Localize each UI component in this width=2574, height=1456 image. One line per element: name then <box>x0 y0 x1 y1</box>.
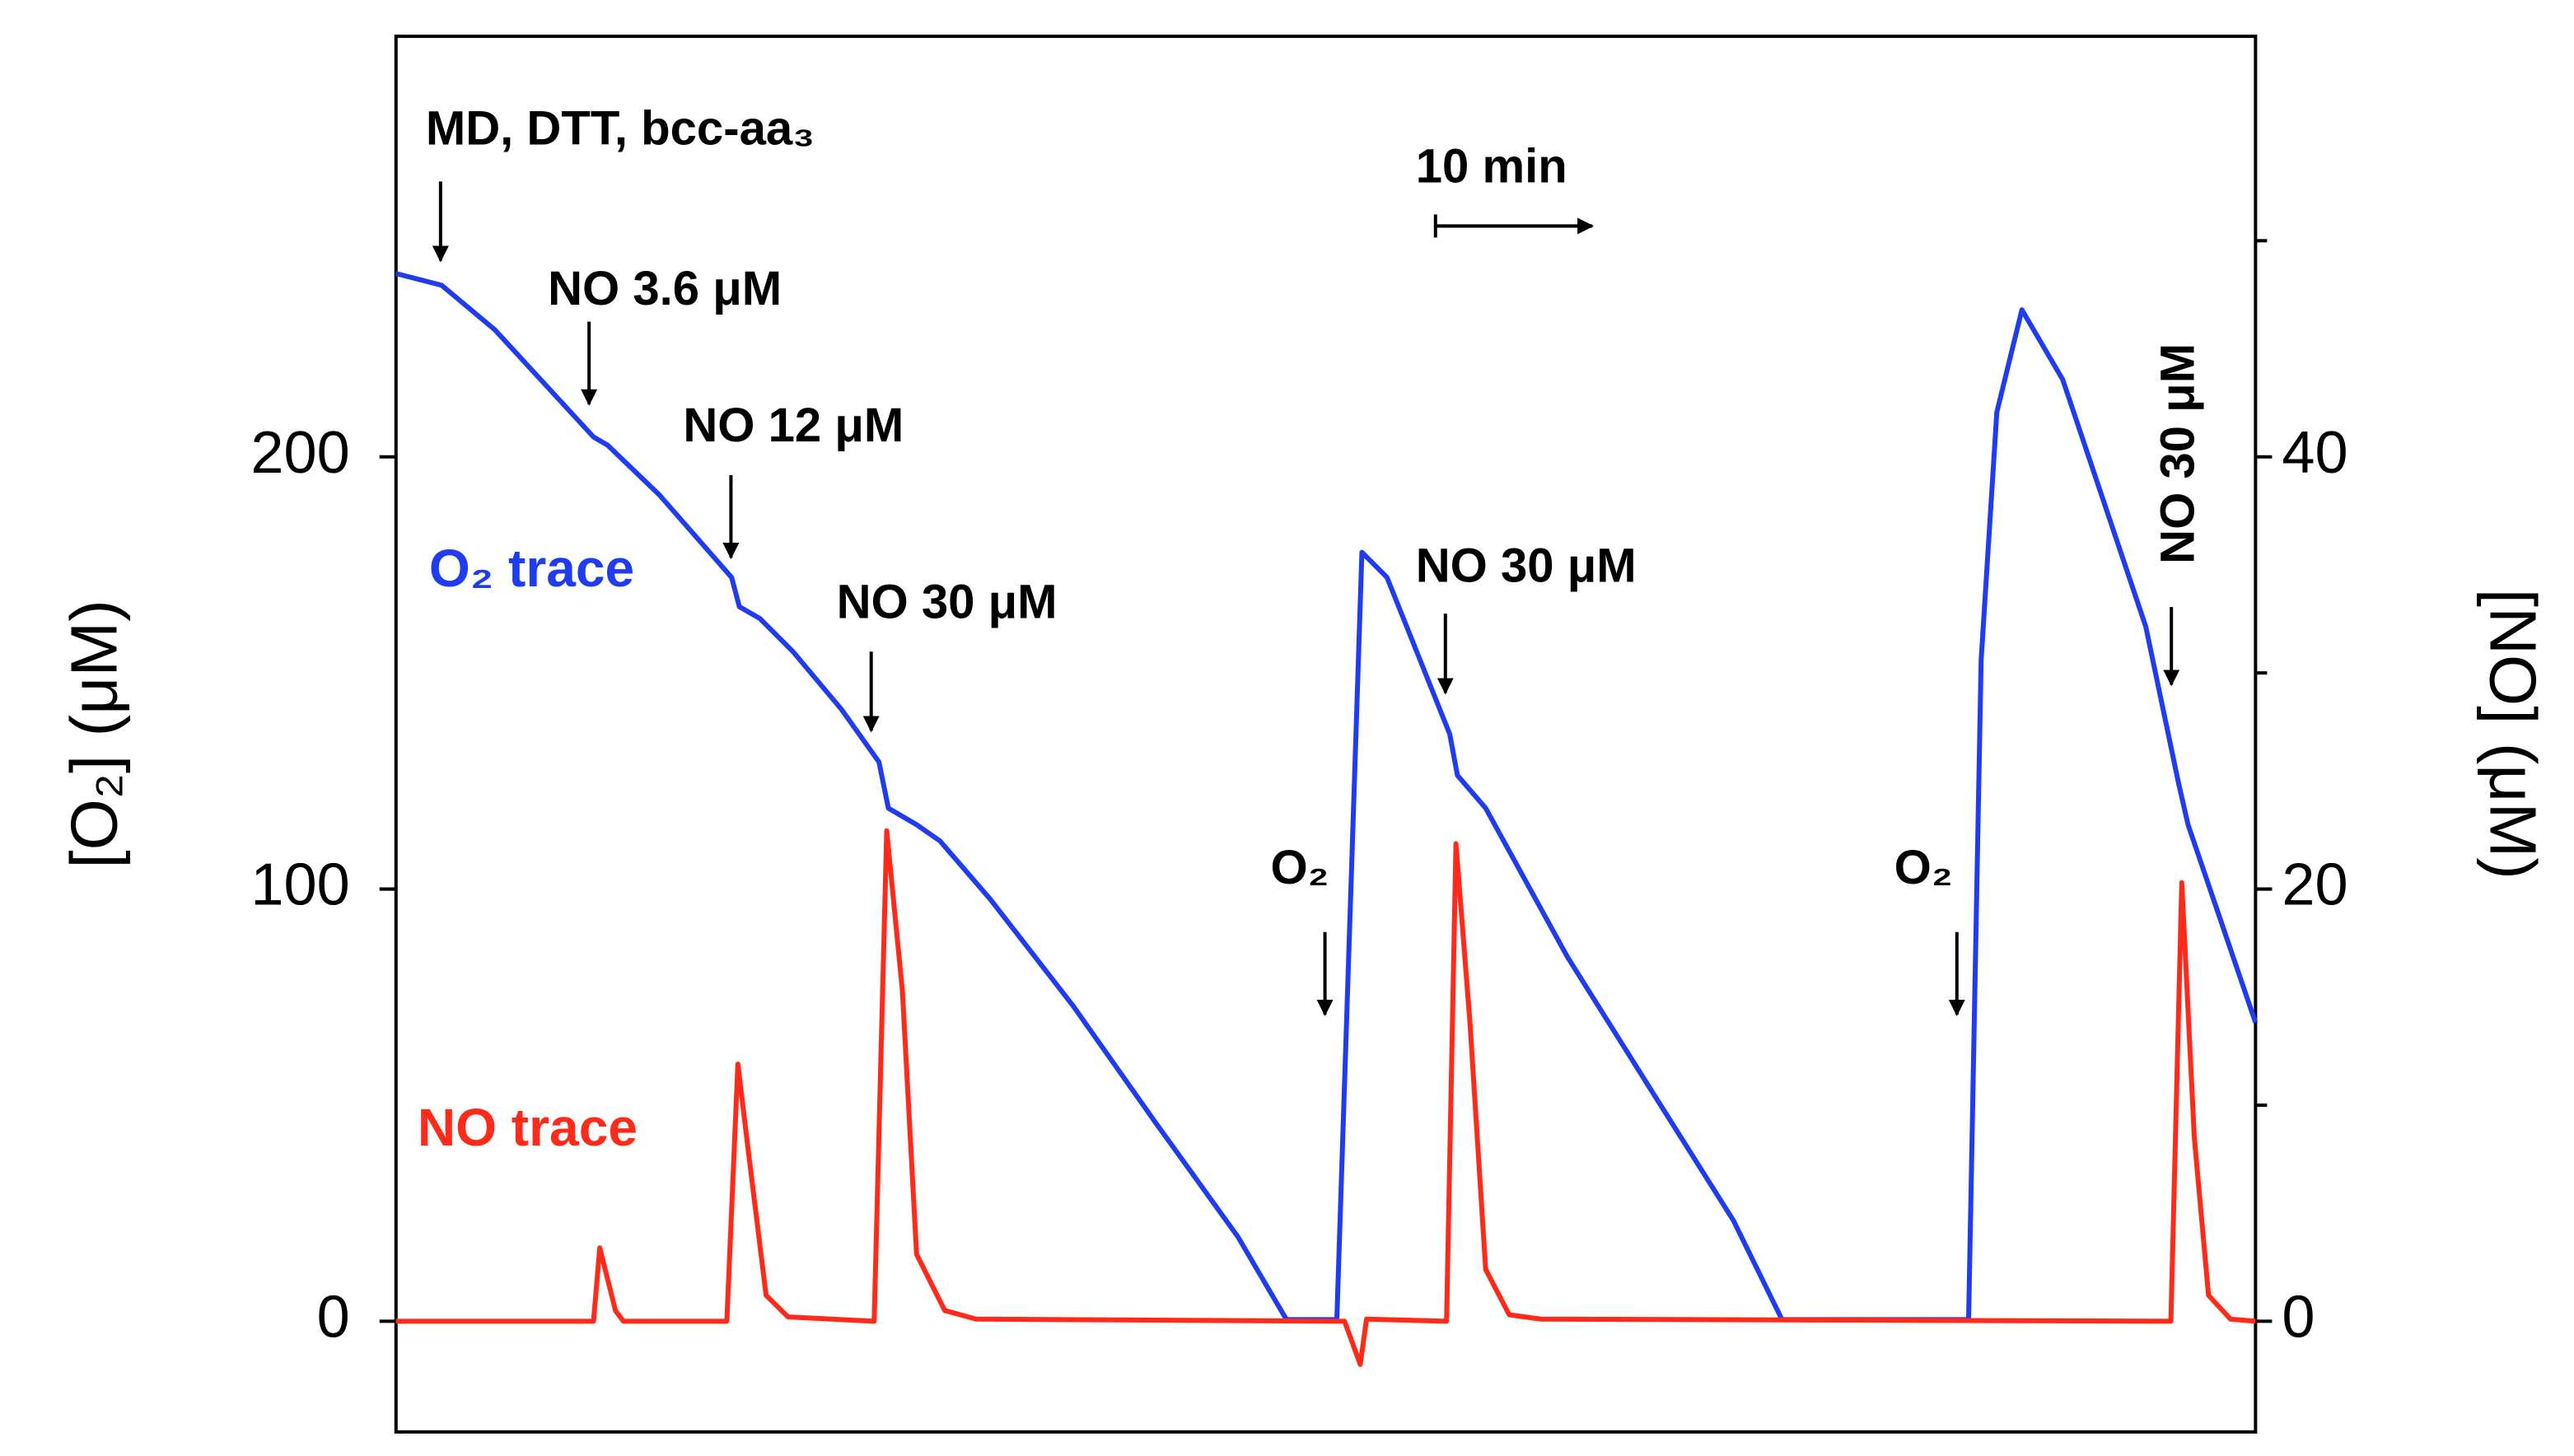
y-tick-label: 0 <box>317 1284 350 1350</box>
scale-bar-label: 10 min <box>1416 140 1567 194</box>
series-label: O₂ trace <box>429 539 634 598</box>
annotation: NO 30 μM <box>837 576 1058 629</box>
annotation: NO 12 μM <box>683 399 904 452</box>
y-axis-label: [O₂] (μM) <box>56 600 130 868</box>
annotation: O₂ <box>1894 841 1953 894</box>
y2-tick-label: 0 <box>2282 1284 2315 1350</box>
annotation: NO 30 μM <box>2151 343 2205 564</box>
annotation: NO 30 μM <box>1416 539 1637 592</box>
y2-tick-label: 40 <box>2282 420 2347 486</box>
line-series <box>395 271 2259 1323</box>
y2-axis-label: [NO] (μM) <box>2477 589 2551 880</box>
annotation: O₂ <box>1270 841 1329 894</box>
y-tick-label: 200 <box>250 420 349 486</box>
annotation: MD, DTT, bcc-aa₃ <box>426 102 815 156</box>
series-label: NO trace <box>418 1098 638 1157</box>
plot-frame <box>394 35 2258 1434</box>
y2-tick-label: 20 <box>2282 852 2347 918</box>
y-tick-label: 100 <box>250 852 349 918</box>
line-series <box>395 828 2256 1367</box>
annotation: NO 3.6 μM <box>548 262 782 315</box>
